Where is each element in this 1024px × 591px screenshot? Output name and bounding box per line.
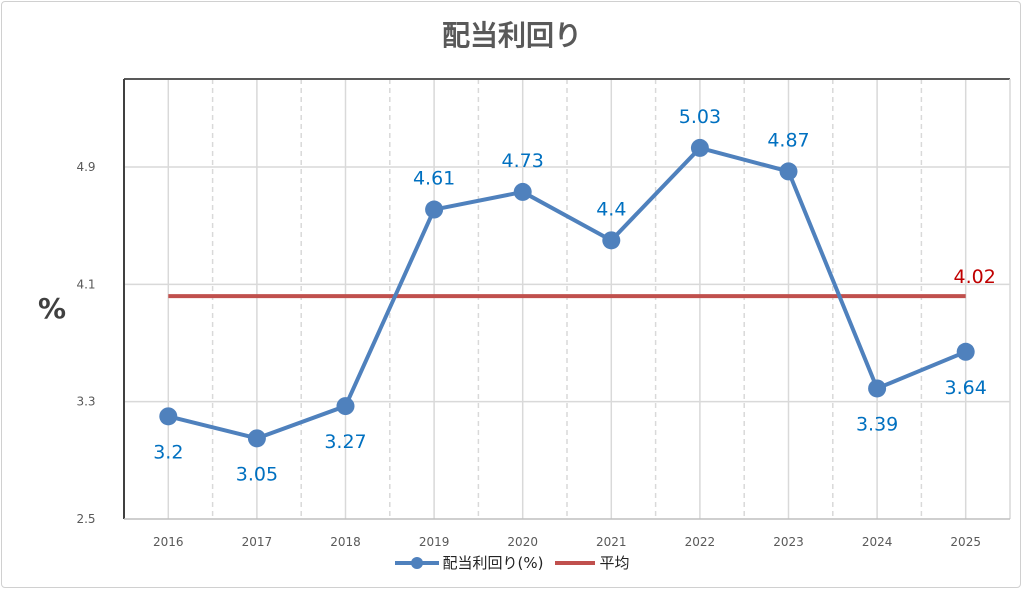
data-point	[779, 162, 798, 181]
data-point	[602, 231, 621, 250]
data-label: 3.05	[236, 463, 278, 485]
y-axis-label: %	[38, 292, 67, 325]
data-label: 5.03	[679, 106, 721, 128]
data-label: 4.4	[596, 198, 626, 220]
y-tick-label: 3.3	[76, 395, 95, 409]
data-label: 3.39	[856, 413, 898, 435]
y-tick-label: 2.5	[76, 512, 95, 526]
data-point	[868, 379, 887, 398]
x-tick-label: 2018	[330, 535, 361, 549]
legend-label: 平均	[599, 554, 630, 572]
data-point	[247, 429, 266, 448]
x-tick-label: 2021	[596, 535, 627, 549]
data-point	[336, 397, 355, 416]
legend-item-yield[interactable]: 配当利回り(%)	[394, 552, 544, 573]
yield-line	[167, 145, 967, 441]
x-tick-label: 2023	[773, 535, 804, 549]
x-tick-label: 2022	[685, 535, 716, 549]
data-label: 3.64	[945, 377, 987, 399]
x-tick-label: 2016	[153, 535, 184, 549]
y-tick-label: 4.9	[76, 160, 95, 174]
legend: 配当利回り(%) 平均	[0, 552, 1024, 573]
x-tick-label: 2020	[507, 535, 538, 549]
chart-title: 配当利回り	[441, 19, 582, 52]
average-data-label: 4.02	[954, 266, 996, 288]
data-label: 3.27	[324, 431, 366, 453]
data-point	[690, 138, 709, 157]
data-point	[956, 342, 975, 361]
y-tick-label: 4.1	[76, 277, 95, 291]
legend-label: 配当利回り(%)	[442, 554, 544, 572]
data-label: 4.73	[502, 150, 544, 172]
data-point	[159, 407, 178, 426]
x-tick-label: 2017	[242, 535, 273, 549]
legend-marker-line-dot-icon	[394, 556, 439, 569]
data-label: 3.2	[153, 441, 183, 463]
x-tick-label: 2019	[419, 535, 450, 549]
data-point	[425, 200, 444, 219]
legend-item-average[interactable]: 平均	[555, 552, 629, 573]
data-label: 4.87	[767, 129, 809, 151]
data-point	[513, 182, 532, 201]
x-tick-label: 2025	[950, 535, 981, 549]
legend-marker-line-icon	[555, 560, 596, 565]
data-label: 4.61	[413, 168, 455, 190]
x-tick-label: 2024	[862, 535, 893, 549]
